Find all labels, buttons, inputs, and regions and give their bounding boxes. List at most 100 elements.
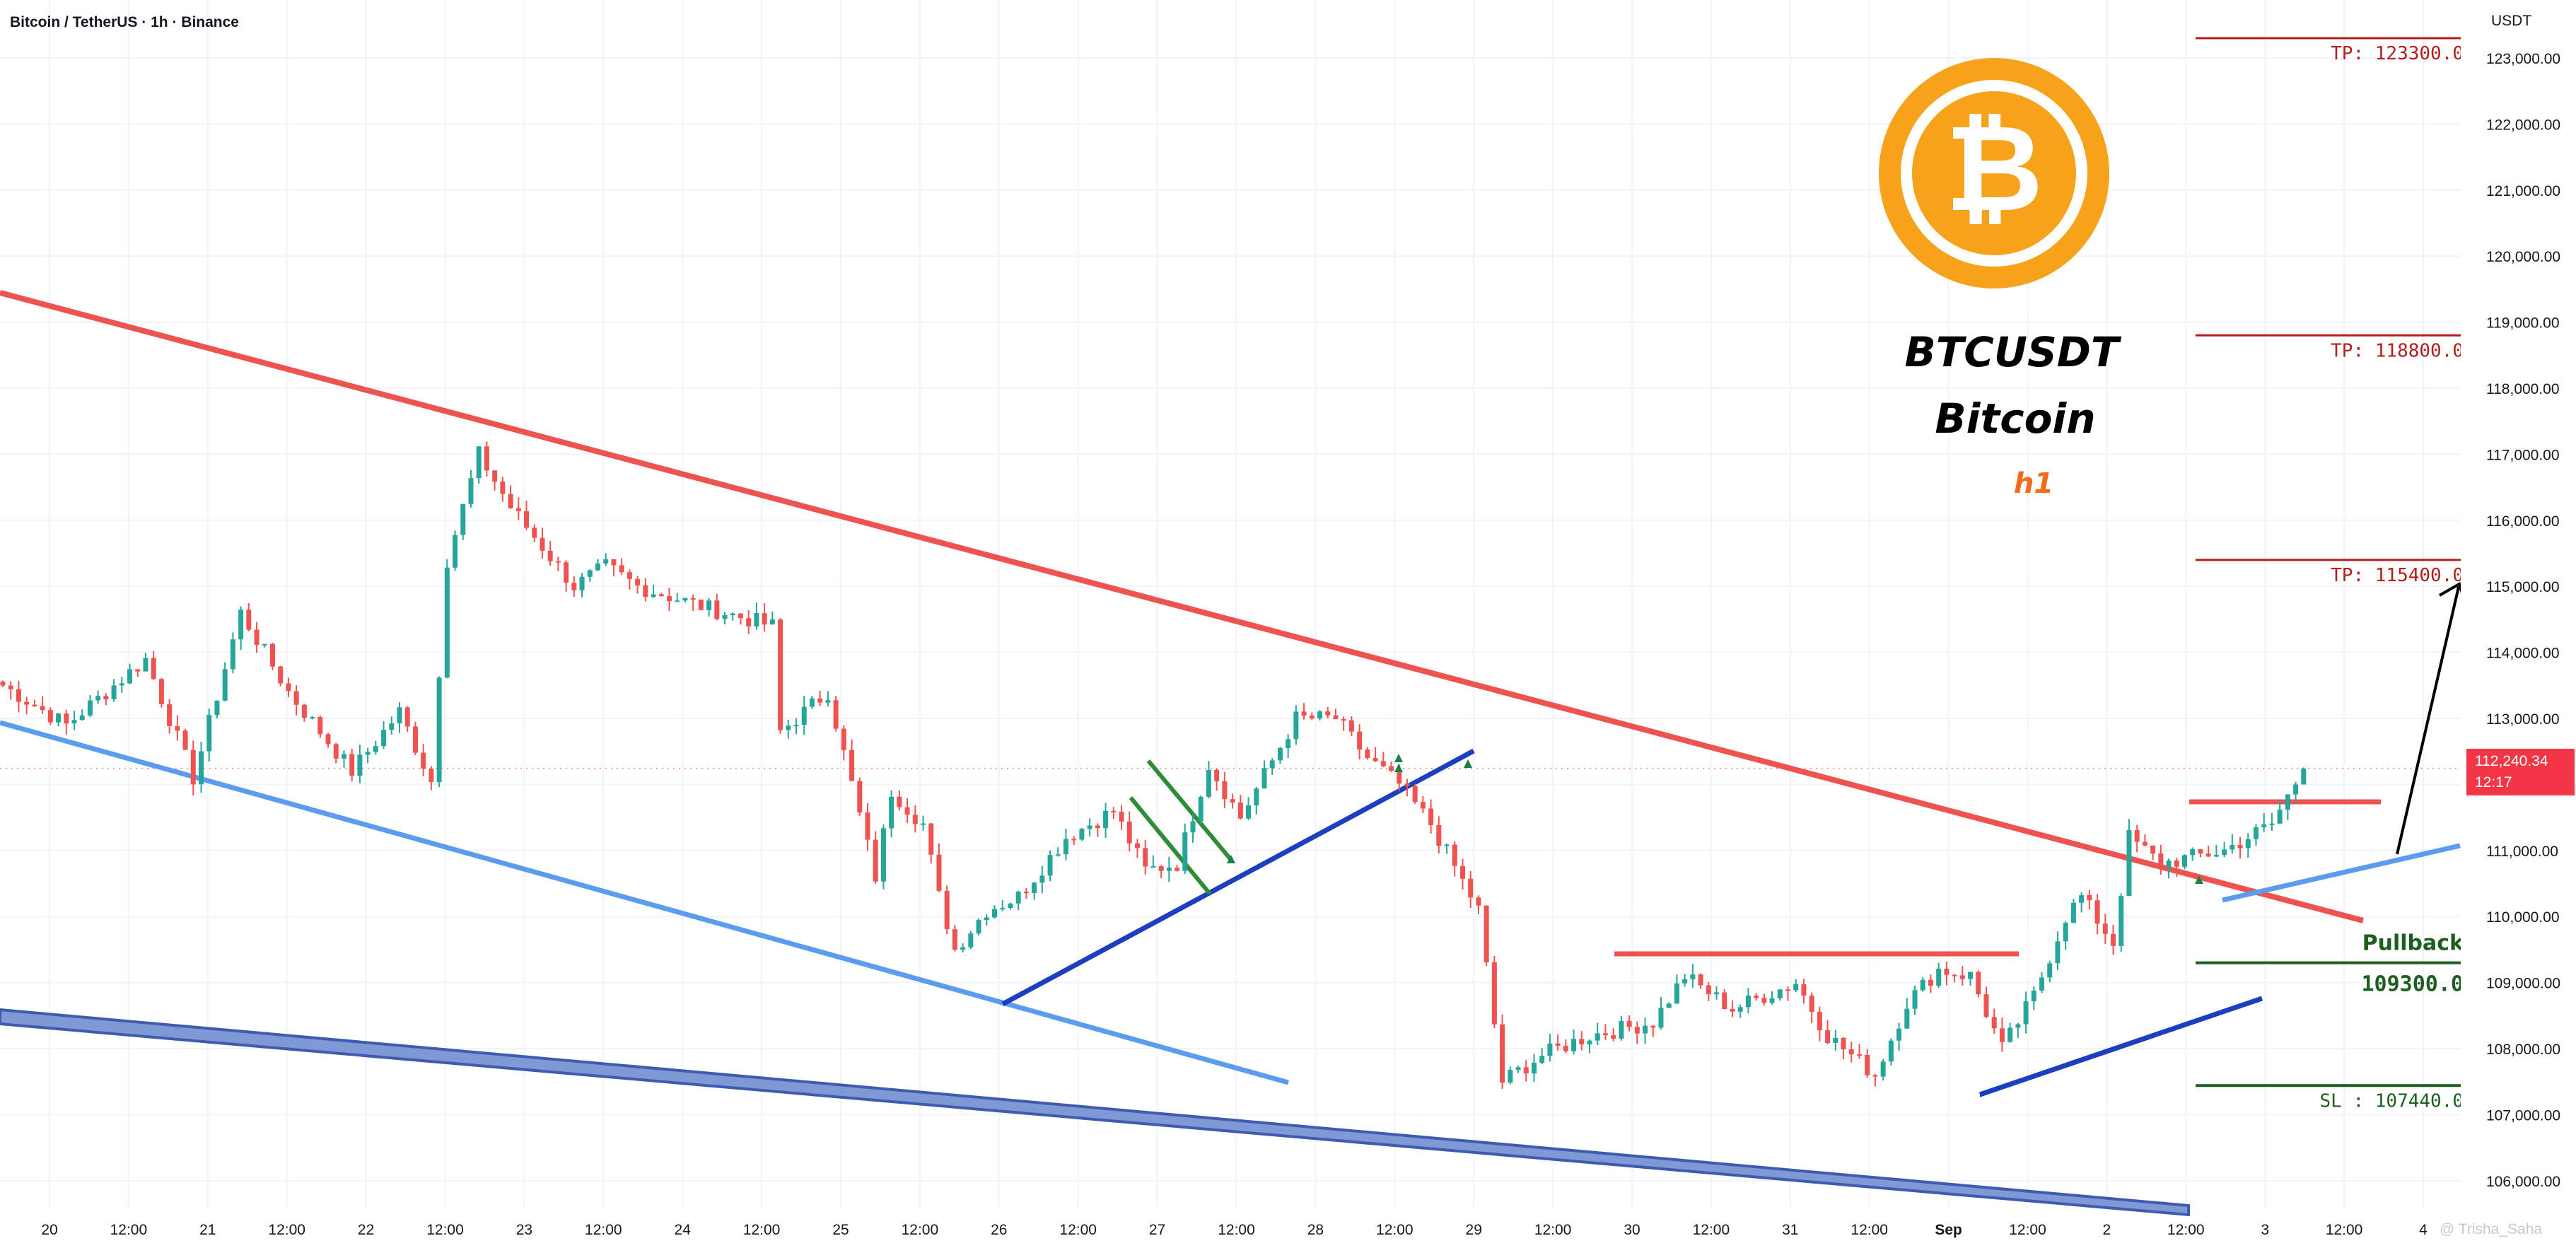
candle-body xyxy=(278,666,284,684)
price-tick-label: 121,000.00 xyxy=(2486,183,2560,199)
bitcoin-logo: ₿ xyxy=(1879,58,2109,288)
candle-body xyxy=(1015,892,1021,904)
time-tick-label: 12:00 xyxy=(2326,1222,2363,1238)
candle-body xyxy=(1817,1012,1822,1031)
candle-body xyxy=(1801,984,1807,996)
svg-text:₿: ₿ xyxy=(1945,99,2044,239)
candle-body xyxy=(317,717,323,735)
candle-body xyxy=(976,920,981,934)
price-tick-label: 113,000.00 xyxy=(2486,711,2560,728)
candle-body xyxy=(714,600,720,619)
candle-body xyxy=(547,550,553,561)
candle-body xyxy=(214,700,220,716)
candle-body xyxy=(1293,711,1299,740)
signal-markers xyxy=(1227,754,2203,884)
candle-body xyxy=(651,594,656,597)
candle-body xyxy=(2301,768,2307,785)
chart-grid xyxy=(0,0,2461,1209)
candle-body xyxy=(1563,1046,1568,1051)
candle-body xyxy=(1063,839,1068,855)
time-tick-label: 12:00 xyxy=(268,1222,305,1238)
candle-body xyxy=(1587,1040,1592,1045)
candle-body xyxy=(1389,766,1394,771)
candle-body xyxy=(1079,829,1085,840)
candle-body xyxy=(762,613,767,625)
svg-text:12:17: 12:17 xyxy=(2475,774,2512,791)
candle-body xyxy=(603,559,609,564)
candle-body xyxy=(1841,1037,1846,1050)
candle-body xyxy=(2174,861,2179,867)
price-axis[interactable] xyxy=(2461,0,2576,1248)
candle-body xyxy=(825,700,831,703)
candle-body xyxy=(492,470,498,482)
candles-group xyxy=(0,441,2307,1090)
candle-body xyxy=(2079,895,2085,903)
candle-body xyxy=(95,696,101,701)
candle-body xyxy=(1848,1049,1854,1055)
candle-body xyxy=(921,823,926,825)
candle-body xyxy=(444,567,450,678)
candle-body xyxy=(675,600,680,602)
time-tick-label: 12:00 xyxy=(1059,1222,1097,1238)
candle-body xyxy=(333,744,339,759)
candle-body xyxy=(1428,808,1434,825)
candle-body xyxy=(158,679,164,704)
candle-body xyxy=(595,563,600,571)
candle-body xyxy=(626,572,632,579)
candle-body xyxy=(2134,829,2140,842)
signal-arrow xyxy=(1394,764,1403,772)
candle-body xyxy=(453,535,458,568)
candle-body xyxy=(1491,962,1497,1025)
candle-body xyxy=(1452,844,1457,866)
candle-body xyxy=(230,639,235,670)
candle-body xyxy=(1047,855,1053,876)
candle-body xyxy=(793,725,799,727)
level-label: SL : 107440.0 xyxy=(2320,1090,2464,1112)
candle-body xyxy=(476,446,482,479)
candle-body xyxy=(71,720,77,724)
candle-body xyxy=(127,669,133,684)
candle-body xyxy=(16,689,21,702)
candle-body xyxy=(1000,908,1006,910)
candle-body xyxy=(246,610,252,630)
candle-body xyxy=(2126,829,2132,897)
price-tick-label: 115,000.00 xyxy=(2486,579,2560,595)
candle-body xyxy=(2015,1024,2021,1028)
candle-body xyxy=(1793,984,1799,991)
time-axis-ticks[interactable]: 20 12:00 21 12:00 22 12:00 23 12:00 24 12:00 25 12:… xyxy=(41,1222,2428,1238)
candle-body xyxy=(1722,992,1727,1009)
candle-body xyxy=(2213,855,2219,857)
candle-body xyxy=(1555,1043,1561,1046)
candle-body xyxy=(1023,892,1029,894)
candle-body xyxy=(1523,1067,1529,1074)
signal-arrow xyxy=(1394,754,1403,762)
price-tick-label: 119,000.00 xyxy=(2486,315,2560,332)
candle-body xyxy=(1959,975,1965,979)
candle-body xyxy=(2111,933,2116,946)
time-tick-label: 12:00 xyxy=(2009,1222,2046,1238)
candle-body xyxy=(952,929,957,950)
candle-body xyxy=(532,527,537,538)
candle-body xyxy=(111,685,117,699)
candle-body xyxy=(1634,1027,1640,1034)
candle-body xyxy=(1397,770,1402,784)
candle-body xyxy=(769,619,775,625)
candle-body xyxy=(1087,825,1092,829)
time-tick-label: 12:00 xyxy=(902,1222,939,1238)
candle-body xyxy=(1983,994,1989,1017)
candle-body xyxy=(1920,979,1925,991)
overlay-ticker: BTCUSDT xyxy=(1905,328,2122,376)
candle-body xyxy=(1039,875,1045,883)
candle-body xyxy=(1579,1039,1585,1045)
candle-body xyxy=(1198,796,1204,822)
level-label: TP: 115400.0 xyxy=(2331,565,2464,586)
candle-body xyxy=(484,446,489,471)
candle-body xyxy=(1158,866,1164,871)
candle-body xyxy=(2055,941,2061,964)
svg-text:112,240.34: 112,240.34 xyxy=(2475,753,2548,769)
candle-body xyxy=(1468,878,1474,898)
symbol-title[interactable]: Bitcoin / TetherUS · 1h · Binance xyxy=(10,14,239,30)
candle-body xyxy=(960,947,966,950)
candle-body xyxy=(1126,821,1132,844)
